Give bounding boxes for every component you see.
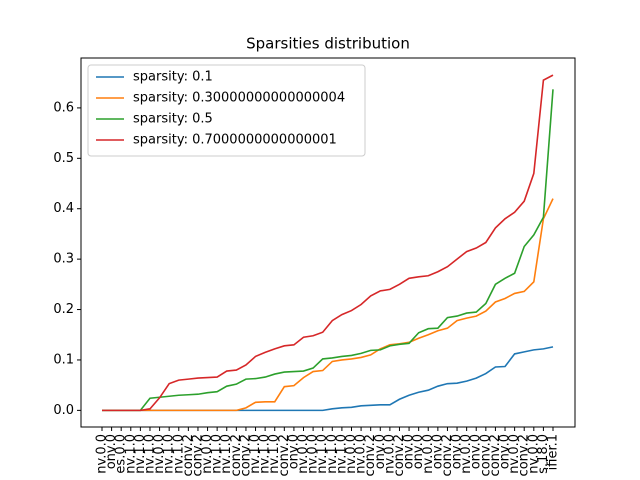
series-line	[102, 346, 554, 412]
x-tick-label: conv.2	[363, 434, 378, 476]
x-tick-label: nv.0.0	[344, 434, 359, 474]
legend-label: sparsity: 0.7000000000000001	[133, 133, 337, 148]
x-tick-label: nv.0.0	[152, 434, 167, 474]
x-tick-label: conv.2	[440, 434, 455, 476]
x-tick-label: conv.2	[190, 434, 205, 476]
x-tick-label: nv.0.0	[459, 434, 474, 474]
x-tick-label: s.18.0	[536, 434, 551, 474]
legend-box	[87, 64, 366, 157]
x-tick-label: conv.2	[238, 434, 253, 476]
x-tick-label: nv.0.0	[507, 434, 522, 474]
x-tick-label: nv.1.0	[334, 434, 349, 474]
x-tick-label: conv.2	[229, 434, 244, 476]
x-tick-label: nv.1.0	[248, 434, 263, 474]
x-tick-label: nv.1.0	[171, 434, 186, 474]
series-line	[102, 74, 554, 412]
series-line	[102, 89, 554, 412]
x-tick-label: onv.0	[402, 434, 417, 469]
x-tick-label: nv.0.0	[354, 434, 369, 474]
x-tick-label: onv.0	[411, 434, 426, 469]
x-tick-label: nv.1.0	[142, 434, 157, 474]
chart-title: Sparsities distribution	[246, 35, 410, 53]
x-tick-label: onv.0	[286, 434, 301, 469]
x-tick-label: nv.0.0	[526, 434, 541, 474]
y-tick-label: 0.1	[53, 352, 74, 367]
x-tick-label: conv.2	[181, 434, 196, 476]
y-tick-label: 0.4	[53, 201, 74, 216]
x-tick-label: onv.0	[469, 434, 484, 469]
y-tick-label: 0.2	[53, 302, 74, 317]
x-tick-label: nv.0.0	[200, 434, 215, 474]
x-tick-label: nv.0.0	[421, 434, 436, 474]
x-tick-label: conv.0	[478, 434, 493, 476]
y-tick-label: 0.5	[53, 151, 74, 166]
x-tick-label: nv.1.0	[123, 434, 138, 474]
legend-label: sparsity: 0.30000000000000004	[133, 91, 345, 106]
x-tick-label: onv.0	[450, 434, 465, 469]
x-tick-label: nv.1.0	[325, 434, 340, 474]
x-tick-label: nv.0.0	[306, 434, 321, 474]
series-line	[102, 198, 554, 412]
x-tick-label: onv.0	[104, 434, 119, 469]
x-tick-label: conv.2	[488, 434, 503, 476]
legend-label: sparsity: 0.5	[133, 112, 213, 127]
x-tick-label: conv.2	[517, 434, 532, 476]
x-tick-label: conv.2	[277, 434, 292, 476]
x-tick-label: nv.1.0	[219, 434, 234, 474]
x-tick-label: nv.1.0	[162, 434, 177, 474]
x-tick-label: nv.1.0	[133, 434, 148, 474]
x-tick-label: nv.1.0	[267, 434, 282, 474]
y-tick-label: 0.6	[53, 100, 74, 115]
x-tick-label: nv.1.0	[315, 434, 330, 474]
y-tick-label: 0.0	[53, 403, 74, 418]
x-tick-label: nv.0.0	[296, 434, 311, 474]
x-tick-label: es.0.0	[114, 434, 129, 474]
x-tick-label: ifier.1	[546, 434, 561, 470]
x-tick-label: onv.0	[373, 434, 388, 469]
legend-label: sparsity: 0.1	[133, 70, 213, 85]
x-tick-label: nv.0.0	[95, 434, 110, 474]
x-tick-label: nv.0.0	[382, 434, 397, 474]
x-tick-label: conv.2	[392, 434, 407, 476]
y-tick-label: 0.3	[53, 252, 74, 267]
x-tick-label: onv.0	[498, 434, 513, 469]
x-tick-label: onv.0	[430, 434, 445, 469]
x-tick-label: nv.1.0	[258, 434, 273, 474]
x-tick-label: nv.1.0	[210, 434, 225, 474]
plot-frame	[80, 57, 576, 428]
